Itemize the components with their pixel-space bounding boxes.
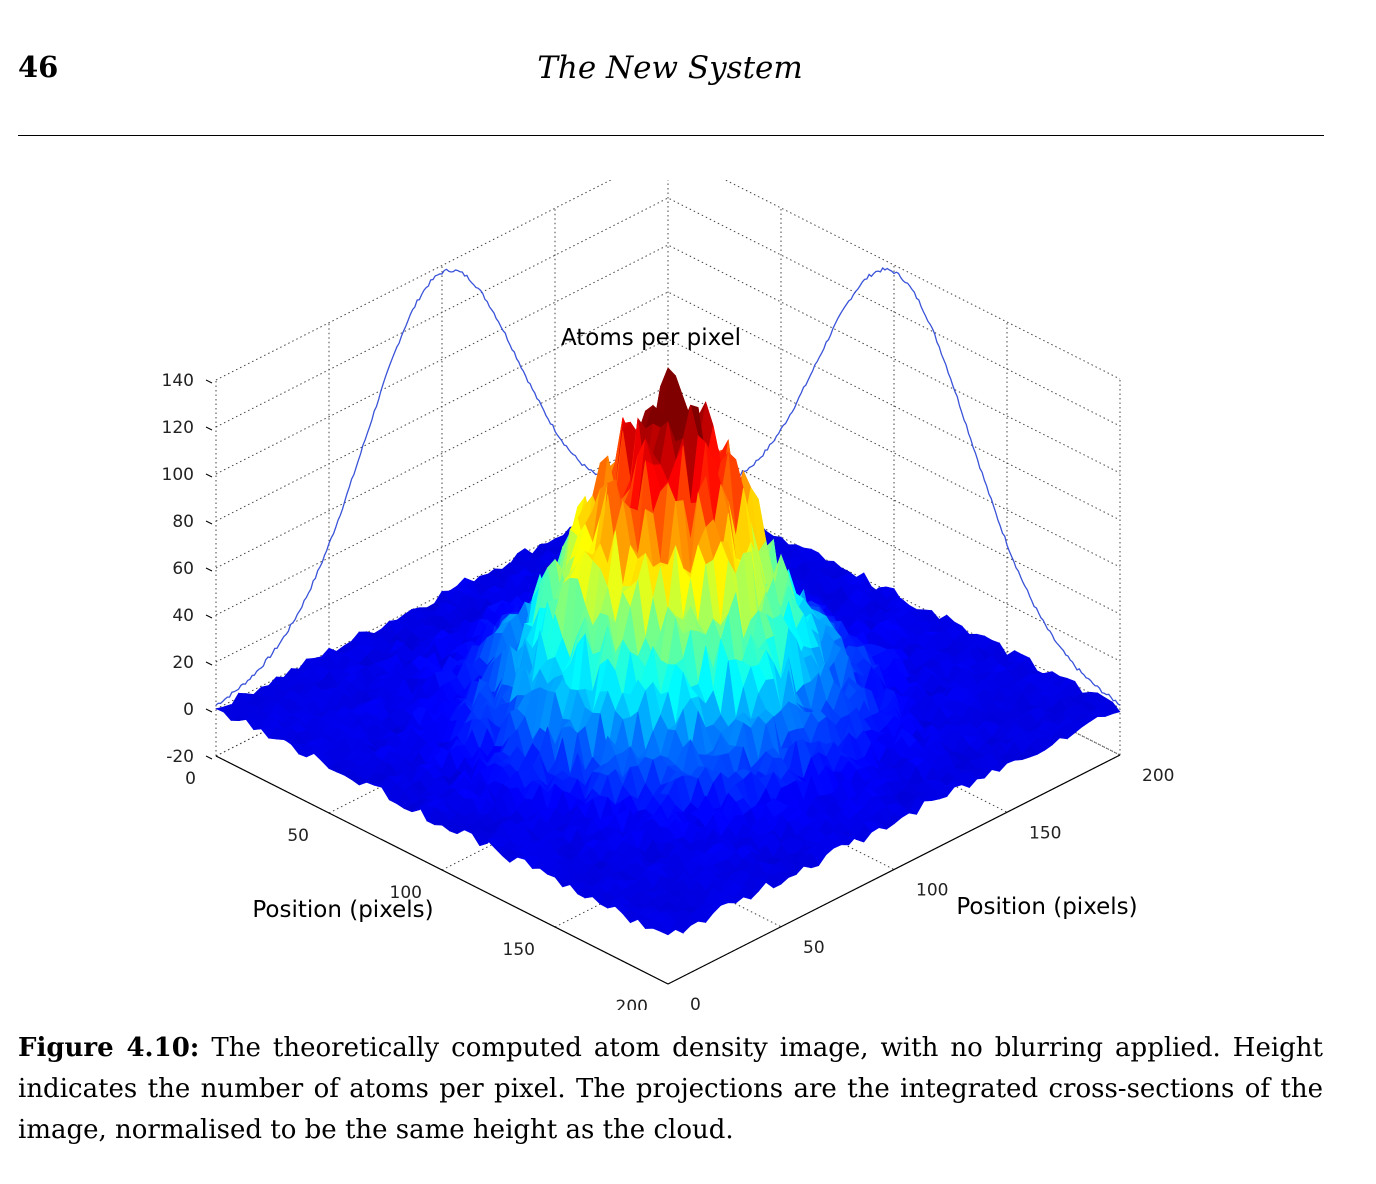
z-tick-label: 20: [172, 653, 194, 673]
y-axis-line: [667, 754, 1121, 985]
figure-caption: Figure 4.10: The theoretically computed …: [18, 1028, 1323, 1151]
z-tick: [205, 379, 213, 384]
z-axis-label: Atoms per pixel: [561, 325, 741, 351]
z-tick: [205, 426, 213, 431]
x-tick-label: 200: [616, 997, 648, 1010]
axes: [215, 754, 1121, 985]
z-tick: [205, 755, 213, 760]
y-tick-label: 150: [1029, 823, 1061, 843]
z-tick-label: 100: [162, 465, 194, 485]
y-axis-label: Position (pixels): [956, 894, 1137, 920]
x-axis-line: [215, 755, 669, 985]
z-tick: [205, 520, 213, 525]
z-tick-label: 40: [172, 606, 194, 626]
y-tick-label: 0: [690, 995, 701, 1010]
y-tick-label: 200: [1142, 766, 1174, 786]
z-tick-label: 140: [162, 371, 194, 391]
x-tick-label: 0: [185, 769, 196, 789]
surface: [215, 366, 1121, 936]
z-tick: [205, 661, 213, 666]
header-rule: [18, 135, 1324, 136]
z-tick-label: 60: [172, 559, 194, 579]
z-tick-label: 0: [183, 700, 194, 720]
z-tick-label: 120: [162, 418, 194, 438]
caption-text: The theoretically computed atom density …: [18, 1033, 1323, 1145]
x-tick-label: 150: [503, 940, 535, 960]
running-title: The New System: [537, 50, 803, 86]
y-tick-label: 50: [803, 938, 825, 958]
x-tick-label: 50: [287, 826, 309, 846]
z-tick: [205, 614, 213, 619]
z-tick-label: 80: [172, 512, 194, 532]
z-tick-label: -20: [166, 747, 194, 767]
y-tick-label: 100: [916, 881, 948, 901]
z-tick: [205, 708, 213, 713]
z-tick: [205, 567, 213, 572]
x-axis-label: Position (pixels): [252, 897, 433, 923]
caption-label: Figure 4.10:: [18, 1033, 200, 1063]
projection-curve-x: [215, 268, 669, 706]
page-number: 46: [18, 50, 59, 84]
z-tick: [205, 473, 213, 478]
